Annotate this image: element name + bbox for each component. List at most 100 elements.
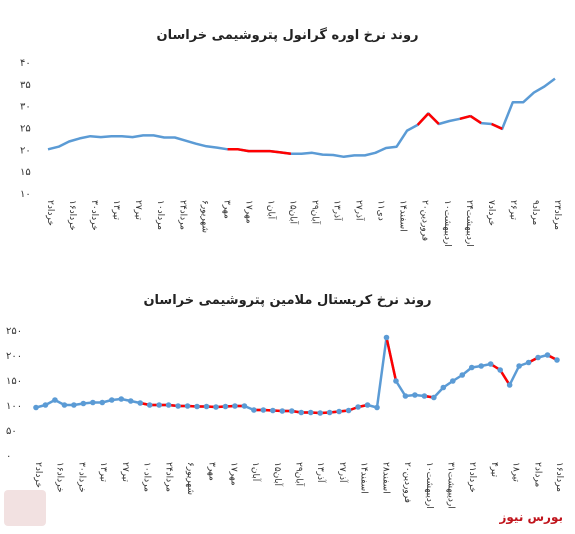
melamine-data-point <box>345 407 352 414</box>
melamine-data-point <box>175 403 181 409</box>
urea-highlight-segment <box>491 122 503 130</box>
melamine-data-point <box>194 403 200 410</box>
melamine-xtick-label: ۲۷آذر <box>337 462 349 483</box>
melamine-xtick-label: ۲۷تیر <box>120 462 130 482</box>
melamine-xtick-label: ۱۳آذر <box>315 462 327 483</box>
melamine-xtick-label: ۱۰مرداد <box>142 462 152 492</box>
urea-xtick-label: ۲۶تیر <box>508 200 518 220</box>
urea-highlight-segment <box>227 148 292 155</box>
watermark-logo <box>4 490 46 526</box>
melamine-data-point <box>516 363 522 369</box>
melamine-xtick-label: ۱۸تیر <box>511 462 521 482</box>
urea-xtick-label: ۱۱دی <box>376 200 386 221</box>
melamine-data-point <box>42 402 49 408</box>
melamine-data-point <box>232 403 238 409</box>
melamine-ytick-label: ۲۰۰ <box>6 351 22 362</box>
melamine-xtick-label: ۳۰خرداد <box>76 462 86 493</box>
urea-xtick-label: ۹مرداد <box>530 200 540 225</box>
melamine-data-point <box>440 384 447 391</box>
urea-xtick-label: ۲۳مرداد <box>552 200 562 230</box>
melamine-data-point <box>241 403 248 409</box>
urea-xtick-label: ۷خرداد <box>486 200 496 226</box>
melamine-chart-svg: ۰ ۵۰ ۱۰۰ ۱۵۰ ۲۰۰ ۲۵۰ ۲خرداد ۱۶خرداد ۳۰خرداد ۱۳تیر… <box>6 326 564 509</box>
melamine-xtick-label: ۱۳تیر <box>98 462 108 482</box>
urea-highlight-segment <box>459 114 471 121</box>
melamine-ytick-label: ۵۰ <box>6 426 17 437</box>
melamine-ytick-label: ۰ <box>6 451 11 462</box>
melamine-ytick-label: ۱۰۰ <box>6 401 22 412</box>
urea-xtick-label: ۲۷آذر <box>354 200 366 221</box>
melamine-xtick-label: ۲خرداد <box>33 462 43 488</box>
melamine-data-point <box>80 400 87 407</box>
melamine-data-point <box>90 399 96 406</box>
melamine-highlight-segment <box>385 337 398 382</box>
melamine-data-point <box>364 402 371 408</box>
melamine-xtick-label: ۱۰اردیبهشت <box>424 462 434 509</box>
urea-series-line <box>47 77 556 159</box>
brand-label: بورس نیوز <box>499 510 563 524</box>
melamine-data-point <box>431 394 437 401</box>
melamine-xtick-label: ۴تیر <box>489 462 499 478</box>
melamine-data-point <box>412 392 418 398</box>
melamine-chart-panel: ۰ ۵۰ ۱۰۰ ۱۵۰ ۲۰۰ ۲۵۰ ۲خرداد ۱۶خرداد ۳۰خرداد ۱۳تیر… <box>0 280 575 530</box>
melamine-xtick-label: ۲مرداد <box>532 462 542 487</box>
melamine-data-point <box>478 363 485 369</box>
urea-ytick-label: ۱۰ <box>20 189 31 200</box>
urea-xtick-label: ۲۴اردیبهشت <box>464 200 474 247</box>
urea-xtick-label: ۱۷مهر <box>243 200 253 224</box>
urea-xtick-label: ۳۰خرداد <box>89 200 99 231</box>
melamine-data-point <box>137 400 143 406</box>
melamine-data-point <box>146 402 153 408</box>
melamine-data-point <box>317 410 323 416</box>
melamine-xtick-label: ۲۸اسفند <box>380 462 390 494</box>
melamine-data-point <box>279 408 286 414</box>
melamine-data-point <box>355 404 361 410</box>
melamine-data-point <box>535 354 541 361</box>
urea-ytick-label: ۱۵ <box>20 167 31 178</box>
urea-xtick-label: ۱۶خرداد <box>67 200 77 231</box>
urea-xtick-label: ۲۹آبان <box>310 200 322 225</box>
melamine-xtick-label: ۱۵آبان <box>272 462 284 487</box>
melamine-data-point <box>260 407 267 413</box>
urea-xtick-label: ۶شهریور <box>199 200 209 233</box>
urea-xtick-label: ۱۳آذر <box>332 200 344 221</box>
urea-xtick-label: ۱۰مرداد <box>155 200 165 230</box>
urea-highlight-segment <box>416 112 430 126</box>
melamine-data-point <box>525 359 532 366</box>
melamine-xtick-label: ۲۹آبان <box>294 462 306 487</box>
melamine-data-point <box>118 396 125 402</box>
melamine-xtick-label: ۱آبان <box>250 462 262 482</box>
urea-xtick-label: ۲خرداد <box>45 200 55 226</box>
urea-highlight-segment <box>469 115 482 125</box>
melamine-xtick-label: ۱۴اسفند <box>359 462 369 494</box>
melamine-data-point <box>336 408 342 415</box>
urea-highlight-segment <box>427 112 440 125</box>
melamine-data-point <box>326 409 333 416</box>
melamine-data-point <box>222 403 229 410</box>
urea-chart-svg: ۱۰ ۱۵ ۲۰ ۲۵ ۳۰ ۳۵ ۴۰ ۲خرداد ۱۶خرداد ۳۰خرداد ۱۳تیر ۲… <box>20 58 562 247</box>
urea-ytick-label: ۲۰ <box>20 145 31 156</box>
melamine-data-point <box>156 402 162 408</box>
melamine-data-point <box>33 404 39 411</box>
melamine-ytick-label: ۱۵۰ <box>6 376 22 387</box>
melamine-xtick-label: ۲۰فروردین <box>402 462 412 503</box>
melamine-data-point <box>402 393 409 399</box>
urea-xtick-label: ۲۰فروردین <box>420 200 430 241</box>
melamine-data-point <box>554 357 560 363</box>
melamine-data-point <box>99 399 106 406</box>
urea-xtick-label: ۱۳تیر <box>111 200 121 220</box>
melamine-xtick-label: ۲۴مرداد <box>163 462 173 492</box>
melamine-xtick-label: ۱۶مرداد <box>554 462 564 492</box>
urea-xtick-label: ۱۵آبان <box>287 200 299 225</box>
melamine-highlight-segment <box>139 401 245 409</box>
melamine-xtick-label: ۱۷مهر <box>228 462 238 486</box>
melamine-data-point <box>468 364 475 371</box>
melamine-data-point <box>298 409 305 416</box>
urea-xtick-label: ۲۷تیر <box>133 200 143 220</box>
urea-xtick-label: ۱۴اسفند <box>398 200 408 232</box>
melamine-data-point <box>165 402 172 408</box>
urea-ytick-label: ۳۰ <box>20 102 31 113</box>
urea-ytick-label: ۲۵ <box>20 124 31 135</box>
melamine-data-point <box>213 404 219 410</box>
melamine-data-point <box>459 372 466 378</box>
